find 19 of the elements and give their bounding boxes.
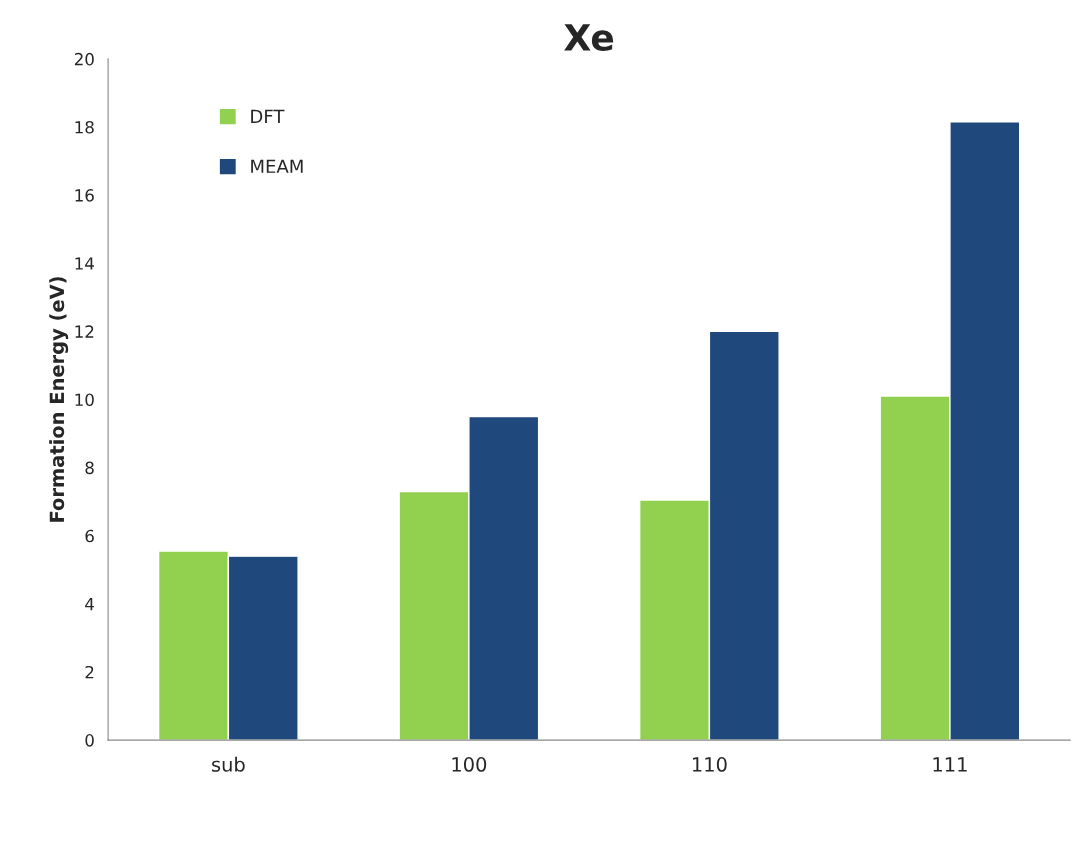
y-tick-label: 0 <box>85 734 94 747</box>
y-tick-label: 12 <box>75 325 94 338</box>
y-tick-label: 14 <box>75 257 94 270</box>
y-tick-label: 18 <box>75 120 94 134</box>
y-axis-title: Formation Energy (eV) <box>49 277 69 522</box>
y-tick-label: 8 <box>85 461 94 475</box>
legend-label: MEAM <box>251 159 303 173</box>
y-tick-label: 6 <box>85 529 94 543</box>
x-tick-label: 100 <box>452 757 487 772</box>
chart-title: Xe <box>564 24 614 52</box>
legend-label: DFT <box>251 109 285 123</box>
x-tick-label: sub <box>212 756 245 772</box>
x-tick-label: 111 <box>933 757 967 772</box>
y-tick-label: 20 <box>74 52 94 66</box>
y-tick-label: 10 <box>75 393 94 407</box>
y-tick-label: 2 <box>85 665 94 679</box>
y-tick-label: 4 <box>85 598 94 611</box>
x-tick-label: 110 <box>692 757 727 772</box>
y-tick-label: 16 <box>75 189 94 202</box>
